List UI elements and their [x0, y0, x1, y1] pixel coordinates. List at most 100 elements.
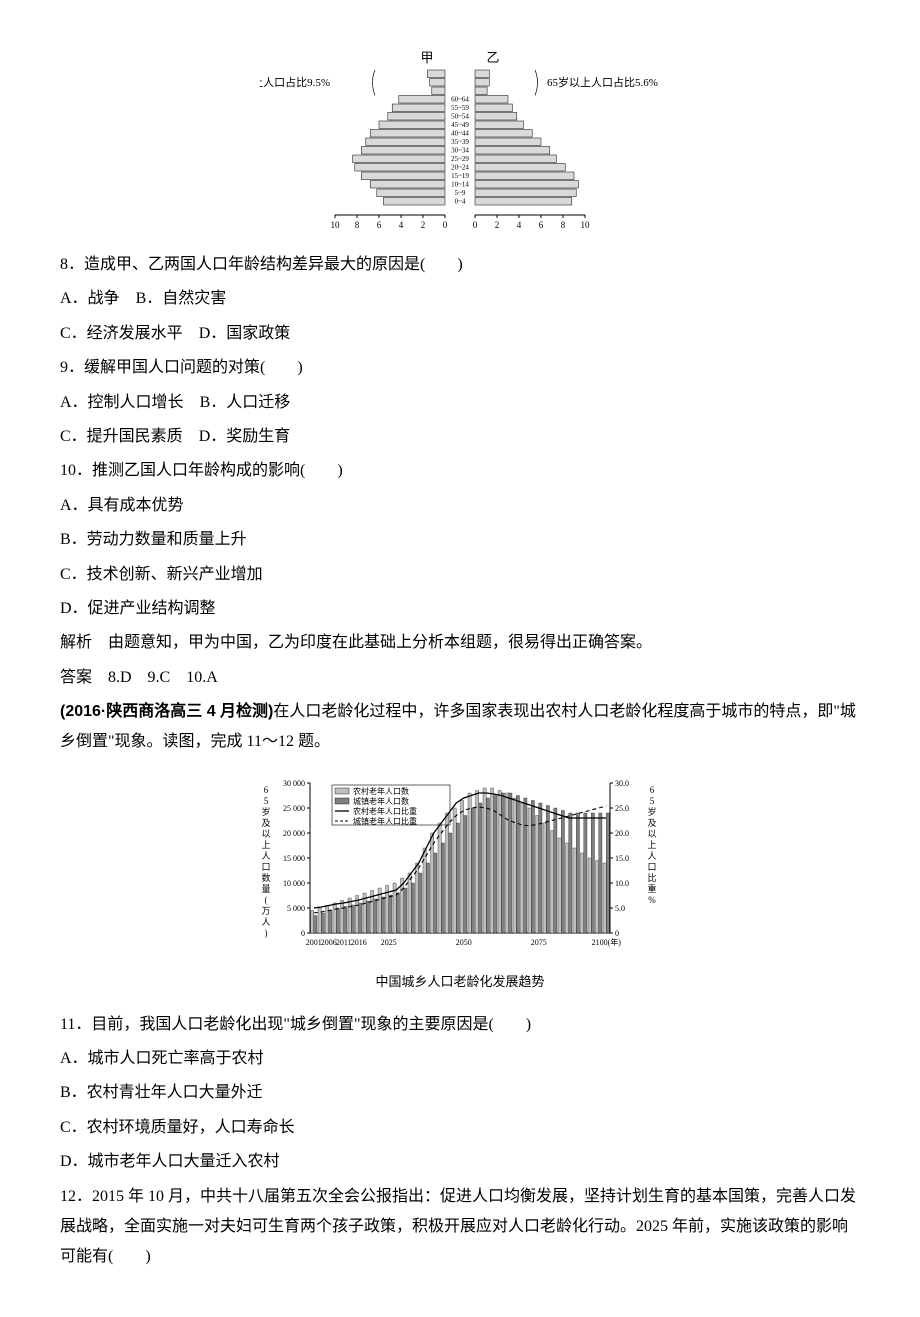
q10-opt-a: A．具有成本优势: [60, 491, 860, 521]
svg-text:0~4: 0~4: [455, 197, 466, 205]
svg-text:人: 人: [647, 851, 656, 861]
q8-stem: 8．造成甲、乙两国人口年龄结构差异最大的原因是( ): [60, 250, 860, 280]
q11-stem: 11．目前，我国人口老龄化出现"城乡倒置"现象的主要原因是( ): [60, 1010, 860, 1040]
svg-text:6: 6: [264, 785, 269, 795]
svg-text:2075: 2075: [531, 938, 547, 947]
passage2-source: (2016·陕西商洛高三 4 月检测): [60, 703, 273, 720]
q11-opt-c: C．农村环境质量好，人口寿命长: [60, 1113, 860, 1143]
svg-text:以: 以: [261, 829, 270, 839]
svg-text:15~19: 15~19: [451, 172, 469, 180]
q9-opt-d: D．奖励生育: [199, 428, 291, 445]
q12-stem: 12．2015 年 10 月，中共十八届第五次全会公报指出：促进人口均衡发展，坚…: [60, 1182, 860, 1273]
svg-text:10.0: 10.0: [615, 879, 629, 888]
svg-text:2011: 2011: [336, 938, 352, 947]
svg-text:8: 8: [561, 220, 566, 230]
svg-text:%: %: [648, 895, 656, 905]
svg-text:5.0: 5.0: [615, 904, 625, 913]
svg-text:6: 6: [377, 220, 382, 230]
q8-opt-c: C．经济发展水平: [60, 325, 183, 342]
q10-opt-d: D．促进产业结构调整: [60, 594, 860, 624]
svg-text:30~34: 30~34: [451, 146, 469, 154]
q8-options-ab: A．战争 B．自然灾害: [60, 284, 860, 314]
svg-text:万: 万: [261, 906, 270, 916]
svg-text:30.0: 30.0: [615, 779, 629, 788]
svg-text:0: 0: [301, 929, 305, 938]
svg-text:20.0: 20.0: [615, 829, 629, 838]
svg-text:0: 0: [615, 929, 619, 938]
q10-stem: 10．推测乙国人口年龄构成的影响( ): [60, 456, 860, 486]
svg-text:口: 口: [647, 862, 656, 872]
svg-text:6: 6: [650, 785, 655, 795]
svg-text:65岁以上人口占比5.6%: 65岁以上人口占比5.6%: [547, 75, 658, 89]
pyramid-svg: 甲 乙 65岁以上人口占比9.5% 65岁以上人口占比5.6% 60~6455~5950…: [260, 50, 660, 235]
svg-text:5: 5: [264, 796, 269, 806]
explanation-text: 解析 由题意知，甲为中国，乙为印度在此基础上分析本组题，很易得出正确答案。: [60, 628, 860, 658]
svg-text:25 000: 25 000: [283, 804, 305, 813]
answer-line: 答案 8.D 9.C 10.A: [60, 663, 860, 693]
svg-text:5: 5: [650, 796, 655, 806]
svg-text:60~64: 60~64: [451, 95, 469, 103]
svg-text:0: 0: [473, 220, 478, 230]
passage2: (2016·陕西商洛高三 4 月检测)在人口老龄化过程中，许多国家表现出农村人口…: [60, 697, 860, 758]
svg-text:10: 10: [331, 220, 341, 230]
svg-text:及: 及: [261, 818, 270, 828]
q8-options-cd: C．经济发展水平 D．国家政策: [60, 319, 860, 349]
q10-opt-b: B．劳动力数量和质量上升: [60, 525, 860, 555]
aging-chart-figure: 30 00025 00020 00015 00010 0005 000030.0…: [60, 768, 860, 995]
population-pyramid-figure: 甲 乙 65岁以上人口占比9.5% 65岁以上人口占比5.6% 60~6455~5950…: [60, 50, 860, 235]
svg-text:10 000: 10 000: [283, 879, 305, 888]
svg-text:65岁以上人口占比9.5%: 65岁以上人口占比9.5%: [260, 75, 330, 89]
svg-text:城镇老年人口数: 城镇老年人口数: [353, 796, 409, 806]
svg-text:40~44: 40~44: [451, 129, 469, 137]
q11-opt-d: D．城市老年人口大量迁入农村: [60, 1147, 860, 1177]
aging-chart-caption: 中国城乡人口老龄化发展趋势: [375, 970, 544, 995]
svg-text:岁: 岁: [261, 806, 270, 817]
svg-text:25.0: 25.0: [615, 804, 629, 813]
svg-text:2006: 2006: [321, 938, 337, 947]
svg-text:2025: 2025: [381, 938, 397, 947]
svg-text:农村老年人口数: 农村老年人口数: [353, 786, 409, 796]
svg-text:10~14: 10~14: [451, 180, 469, 188]
svg-text:上: 上: [261, 840, 270, 850]
svg-text:甲: 甲: [420, 50, 433, 65]
svg-text:口: 口: [261, 862, 270, 872]
svg-text:4: 4: [517, 220, 522, 230]
q9-opt-c: C．提升国民素质: [60, 428, 183, 445]
svg-text:0: 0: [443, 220, 448, 230]
q11-opt-a: A．城市人口死亡率高于农村: [60, 1044, 860, 1074]
svg-text:重: 重: [647, 883, 656, 894]
svg-text:): ): [265, 928, 268, 938]
q10-opt-c: C．技术创新、新兴产业增加: [60, 560, 860, 590]
svg-text:55~59: 55~59: [451, 104, 469, 112]
svg-text:量: 量: [261, 884, 270, 894]
svg-text:2100(年): 2100(年): [592, 937, 622, 947]
svg-text:(: (: [265, 895, 268, 905]
svg-text:上: 上: [647, 840, 656, 850]
svg-text:人: 人: [261, 851, 270, 861]
svg-text:30 000: 30 000: [283, 779, 305, 788]
svg-text:15 000: 15 000: [283, 854, 305, 863]
svg-text:比: 比: [647, 872, 656, 883]
q9-options-cd: C．提升国民素质 D．奖励生育: [60, 422, 860, 452]
svg-text:2016: 2016: [351, 938, 367, 947]
svg-text:45~49: 45~49: [451, 121, 469, 129]
svg-text:2: 2: [421, 220, 426, 230]
svg-text:5~9: 5~9: [455, 189, 466, 197]
svg-text:2050: 2050: [456, 938, 472, 947]
svg-text:城镇老年人口比重: 城镇老年人口比重: [353, 816, 417, 826]
svg-text:25~29: 25~29: [451, 155, 469, 163]
svg-text:50~54: 50~54: [451, 112, 469, 120]
svg-text:乙: 乙: [486, 50, 499, 65]
svg-text:人: 人: [261, 917, 270, 927]
svg-text:2: 2: [495, 220, 500, 230]
q9-options-ab: A．控制人口增长 B．人口迁移: [60, 388, 860, 418]
svg-text:6: 6: [539, 220, 544, 230]
svg-text:4: 4: [399, 220, 404, 230]
q8-opt-d: D．国家政策: [199, 325, 291, 342]
q8-opt-a: A．战争: [60, 290, 120, 307]
q11-opt-b: B．农村青壮年人口大量外迁: [60, 1078, 860, 1108]
svg-text:及: 及: [647, 818, 656, 828]
aging-chart-svg: 30 00025 00020 00015 00010 0005 000030.0…: [250, 768, 670, 968]
svg-text:数: 数: [261, 872, 270, 883]
svg-text:2001: 2001: [306, 938, 322, 947]
